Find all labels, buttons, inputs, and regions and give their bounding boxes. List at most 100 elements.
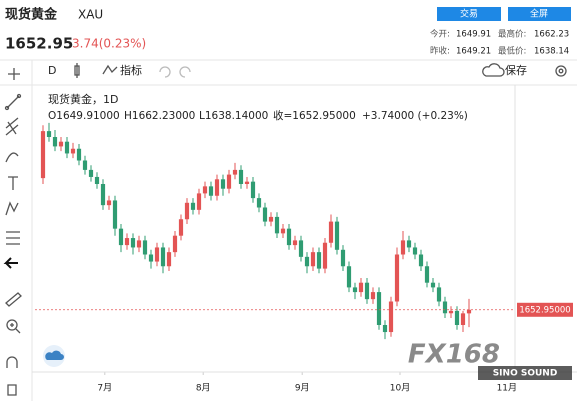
candle-body	[88, 169, 94, 177]
cloud-badge[interactable]	[43, 345, 65, 367]
candle-body	[214, 179, 220, 196]
candle-body	[82, 160, 88, 170]
x-tick-label: 10月	[390, 383, 410, 394]
trade-label[interactable]: 交易	[460, 8, 478, 20]
candle-body	[304, 256, 310, 267]
candle-body	[130, 238, 136, 248]
candle-body	[310, 252, 316, 267]
candle-body	[418, 254, 424, 267]
candle-body	[118, 228, 124, 246]
save-button[interactable]: 保存	[505, 63, 527, 77]
candle-body	[448, 310, 454, 314]
candle-body	[340, 249, 346, 267]
indicator-icon[interactable]	[102, 64, 118, 75]
drawing-tools[interactable]	[3, 68, 22, 396]
symbol-code: XAU	[78, 8, 103, 22]
candle-body	[334, 221, 340, 250]
candle-body	[370, 292, 376, 300]
candle-body	[430, 282, 436, 288]
candle-body	[442, 301, 448, 314]
candle-body	[256, 198, 262, 208]
x-tick-label: 11月	[497, 383, 517, 394]
candle-body	[190, 202, 196, 210]
candle-body	[70, 148, 76, 154]
candle-body	[64, 141, 70, 154]
candle-body	[466, 309, 472, 314]
candle-body	[40, 131, 46, 179]
candle-body	[220, 179, 226, 189]
undo-redo[interactable]	[159, 66, 191, 78]
candle-body	[280, 228, 286, 234]
candle-body	[154, 247, 160, 262]
candle-body	[52, 137, 58, 147]
candle-body	[460, 313, 466, 325]
candle-body	[274, 216, 280, 234]
chart-title: 现货黄金，1D	[48, 92, 118, 106]
symbol-name: 现货黄金	[5, 7, 58, 23]
interval-button[interactable]: D	[48, 64, 56, 77]
candle-body	[142, 240, 148, 255]
settings-icon[interactable]	[555, 65, 567, 77]
candle-body	[286, 228, 292, 246]
candle-body	[94, 176, 100, 184]
candle-body	[184, 202, 190, 220]
candle-body	[208, 186, 214, 196]
candle-body	[124, 238, 130, 246]
candle-body	[388, 301, 394, 333]
ohlc-label: O1649.91000	[48, 110, 120, 122]
candle-body	[358, 282, 364, 293]
candle-body	[400, 240, 406, 255]
ohlc-label: L1638.14000	[199, 110, 268, 122]
candle-body	[262, 207, 268, 222]
candle-body	[454, 310, 460, 325]
candle-type-icon[interactable]	[74, 63, 80, 78]
candle-body	[232, 169, 238, 175]
fullscreen-label[interactable]: 全屏	[530, 8, 548, 20]
candle-body	[412, 247, 418, 255]
cloud-icon[interactable]	[482, 63, 505, 77]
candle-body	[406, 240, 412, 248]
candle-body	[346, 266, 352, 288]
candle-body	[106, 200, 112, 206]
candle-body	[196, 193, 202, 210]
stat-label: 最高价:	[498, 29, 526, 40]
candle-body	[328, 221, 334, 243]
watermark-band	[478, 366, 572, 380]
candle-body	[376, 292, 382, 325]
stat-value: 1662.23	[534, 30, 569, 40]
plot-area: 7月 8月 9月 10月 11月	[35, 122, 517, 394]
price-label: 1652.95000	[519, 305, 570, 315]
candle-body	[316, 252, 322, 269]
candle-body	[226, 174, 232, 189]
candle-body	[100, 184, 106, 206]
watermark-brand: FX168	[408, 340, 500, 370]
price-label-bg	[517, 302, 573, 317]
candle-body	[394, 254, 400, 302]
candle-body	[178, 219, 184, 236]
candle-body	[298, 240, 304, 257]
candle-body	[58, 141, 64, 147]
stat-label: 最低价:	[498, 46, 526, 57]
watermark-sub: SINO SOUND	[493, 369, 558, 379]
candle-body	[172, 235, 178, 253]
stat-label: 今开:	[430, 29, 450, 40]
price-change: 3.74(0.23%)	[72, 37, 146, 51]
candle-body	[424, 266, 430, 283]
candle-body	[382, 325, 388, 333]
candle-body	[436, 287, 442, 302]
candle-body	[268, 216, 274, 222]
candle-body	[250, 181, 256, 199]
fullscreen-button[interactable]	[508, 7, 571, 21]
trade-button[interactable]	[437, 7, 501, 21]
ohlc-label: 收=1652.95000	[273, 109, 356, 122]
candle-body	[112, 200, 118, 229]
ohlc-label: +3.74000 (+0.23%)	[362, 110, 468, 122]
candle-body	[292, 240, 298, 246]
x-tick-label: 9月	[295, 383, 310, 394]
candle-body	[202, 186, 208, 194]
stat-value: 1638.14	[534, 47, 569, 57]
indicators-button[interactable]: 指标	[120, 63, 142, 77]
last-price: 1652.95	[5, 35, 73, 53]
